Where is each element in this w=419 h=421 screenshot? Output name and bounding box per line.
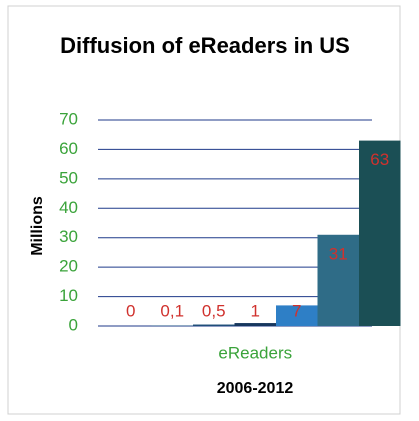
y-tick-label: 10	[59, 286, 78, 305]
bar	[234, 323, 276, 326]
y-tick-label: 40	[59, 198, 78, 217]
data-label: 0,1	[160, 301, 184, 320]
chart-title: Diffusion of eReaders in US	[60, 33, 350, 58]
data-label: 31	[329, 244, 348, 263]
data-label: 7	[292, 301, 301, 320]
y-tick-label: 0	[69, 315, 78, 334]
bar	[317, 234, 359, 326]
data-label: 1	[251, 301, 260, 320]
y-tick-label: 20	[59, 257, 78, 276]
y-tick-label: 50	[59, 168, 78, 187]
y-tick-label: 60	[59, 139, 78, 158]
data-label: 0,5	[202, 301, 226, 320]
y-tick-label: 30	[59, 227, 78, 246]
data-label: 0	[126, 301, 135, 320]
data-label: 63	[370, 150, 389, 169]
x-axis-label: 2006-2012	[217, 380, 294, 397]
bar	[359, 140, 401, 326]
bar	[276, 305, 318, 326]
y-axis-label: Millions	[29, 196, 46, 256]
y-tick-label: 70	[59, 109, 78, 128]
x-tick-label: eReaders	[218, 343, 292, 362]
bar	[193, 324, 235, 326]
